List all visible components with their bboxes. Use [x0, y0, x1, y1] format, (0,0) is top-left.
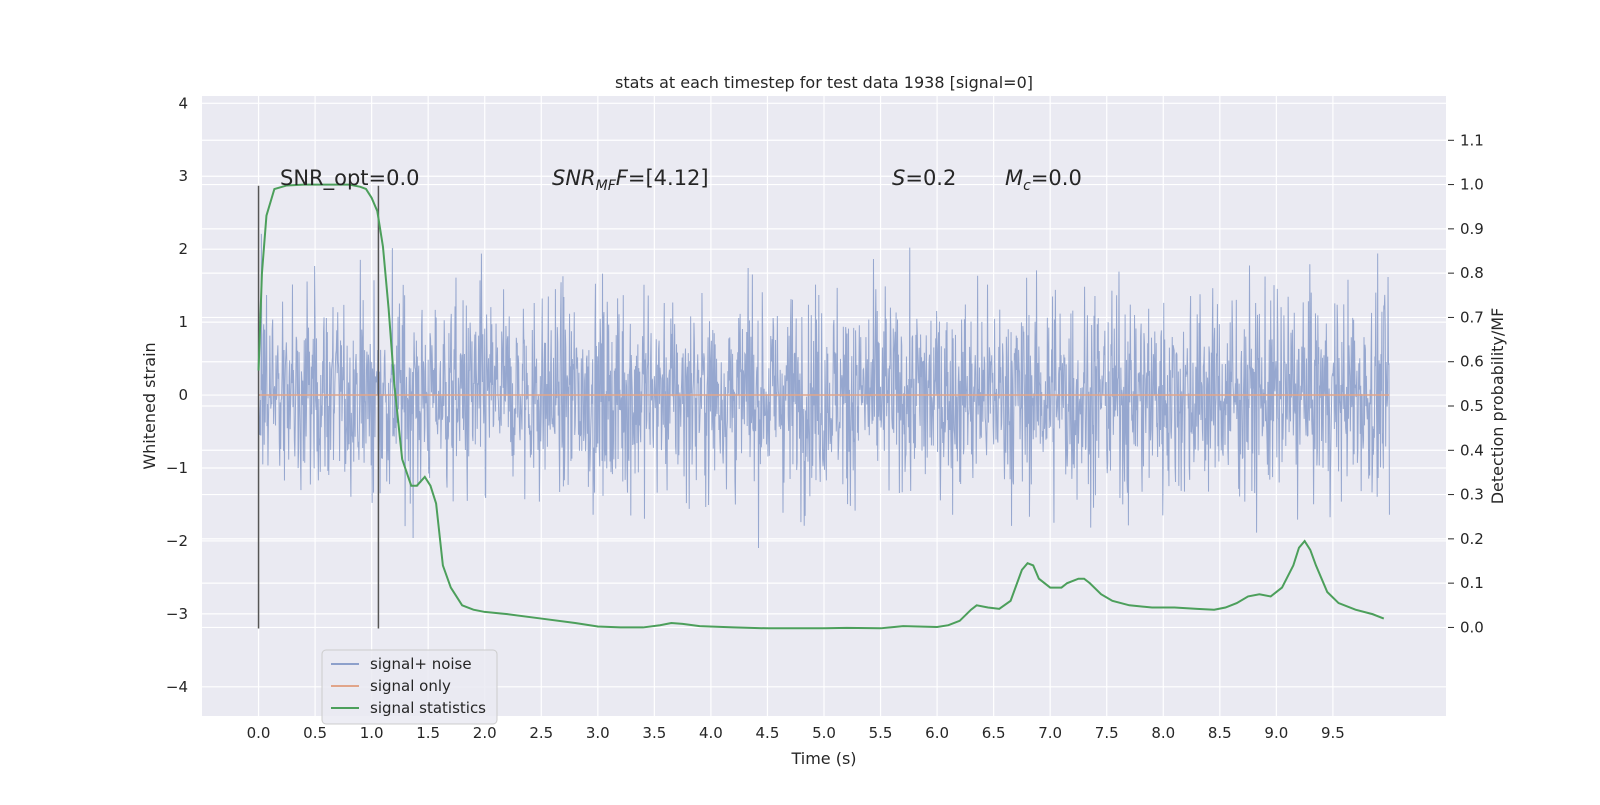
y-axis-left-ticks: −4 −3 −2 −1 0 1 2 3 4	[166, 94, 188, 696]
annotation-snr-mf: SNRMFF=[4.12]	[552, 166, 709, 194]
x-tick-label: 5.5	[869, 724, 893, 742]
y-left-tick-label: −2	[166, 532, 188, 550]
y-axis-right-ticks: 0.0 0.1 0.2 0.3 0.4 0.5 0.6 0.7 0.8 0.9 1.0 1.1	[1448, 131, 1484, 636]
y-right-tick-label: 0.3	[1460, 486, 1484, 504]
annotation-mc-value: =0.0	[1031, 166, 1082, 190]
x-tick-label: 6.0	[925, 724, 949, 742]
annotation-s-symbol: S	[892, 166, 905, 190]
x-tick-label: 4.0	[699, 724, 723, 742]
y-left-tick-label: 2	[178, 240, 188, 258]
y-right-tick-label: 0.5	[1460, 397, 1484, 415]
signal-noise-line	[258, 233, 1390, 548]
annotation-s-value: =0.2	[905, 166, 956, 190]
series-signal-noise	[258, 233, 1390, 548]
x-tick-label: 0.0	[247, 724, 271, 742]
y-left-tick-label: −3	[166, 605, 188, 623]
x-tick-label: 1.0	[360, 724, 384, 742]
y-right-tick-label: 0.9	[1460, 220, 1484, 238]
annotation-snr-mf-subscript: MF	[596, 178, 617, 194]
x-tick-label: 9.5	[1321, 724, 1345, 742]
x-tick-label: 4.5	[756, 724, 780, 742]
legend-label-signal-only: signal only	[370, 677, 451, 695]
legend-label-signal-noise: signal+ noise	[370, 655, 472, 673]
x-tick-label: 6.5	[982, 724, 1006, 742]
y-right-tick-label: 0.6	[1460, 353, 1484, 371]
annotation-mc-symbol: M	[1005, 166, 1023, 190]
x-tick-label: 0.5	[303, 724, 327, 742]
y-right-tick-label: 0.4	[1460, 441, 1484, 459]
y-left-tick-label: −4	[166, 678, 188, 696]
x-tick-label: 9.0	[1264, 724, 1288, 742]
series-signal-statistics	[257, 183, 1385, 630]
x-tick-label: 1.5	[416, 724, 440, 742]
annotation-s: S=0.2	[892, 166, 956, 190]
annotation-mc: Mc=0.0	[1005, 166, 1082, 194]
x-tick-label: 8.0	[1151, 724, 1175, 742]
y-left-tick-label: 1	[178, 313, 188, 331]
signal-statistics-line	[257, 183, 1385, 630]
x-tick-label: 5.0	[812, 724, 836, 742]
y-right-tick-label: 1.1	[1460, 131, 1484, 149]
vertical-markers	[257, 185, 380, 629]
x-tick-label: 2.5	[529, 724, 553, 742]
y-right-tick-label: 0.0	[1460, 618, 1484, 636]
x-tick-label: 8.5	[1208, 724, 1232, 742]
annotation-snr-opt: SNR_opt=0.0	[280, 166, 420, 191]
y-left-tick-label: 0	[178, 386, 188, 404]
y-left-tick-label: −1	[166, 459, 188, 477]
x-axis-label: Time (s)	[790, 749, 856, 768]
legend-label-signal-statistics: signal statistics	[370, 699, 486, 717]
y-right-tick-label: 0.1	[1460, 574, 1484, 592]
annotation-snr-mf-value: =[4.12]	[628, 166, 709, 190]
x-tick-label: 2.0	[473, 724, 497, 742]
y-right-tick-label: 1.0	[1460, 176, 1484, 194]
y-axis-left-label: Whitened strain	[140, 342, 159, 469]
y-right-tick-label: 0.8	[1460, 264, 1484, 282]
x-tick-label: 3.0	[586, 724, 610, 742]
y-left-tick-label: 4	[178, 94, 188, 112]
x-tick-label: 7.5	[1095, 724, 1119, 742]
x-tick-label: 7.0	[1038, 724, 1062, 742]
y-left-tick-label: 3	[178, 167, 188, 185]
x-tick-label: 3.5	[642, 724, 666, 742]
chart-title: stats at each timestep for test data 193…	[615, 73, 1033, 92]
y-right-tick-label: 0.7	[1460, 308, 1484, 326]
y-axis-right-label: Detection probability/MF	[1488, 308, 1507, 505]
annotation-mc-subscript: c	[1023, 178, 1031, 194]
legend-box	[321, 649, 498, 725]
legend: signal+ noise signal only signal statist…	[321, 649, 498, 725]
annotation-snr-mf-symbol: SNR	[552, 166, 596, 190]
x-axis-ticks: 0.0 0.5 1.0 1.5 2.0 2.5 3.0 3.5 4.0 4.5 5.0 5.5 6.0 6…	[247, 724, 1345, 742]
y-right-tick-label: 0.2	[1460, 530, 1484, 548]
